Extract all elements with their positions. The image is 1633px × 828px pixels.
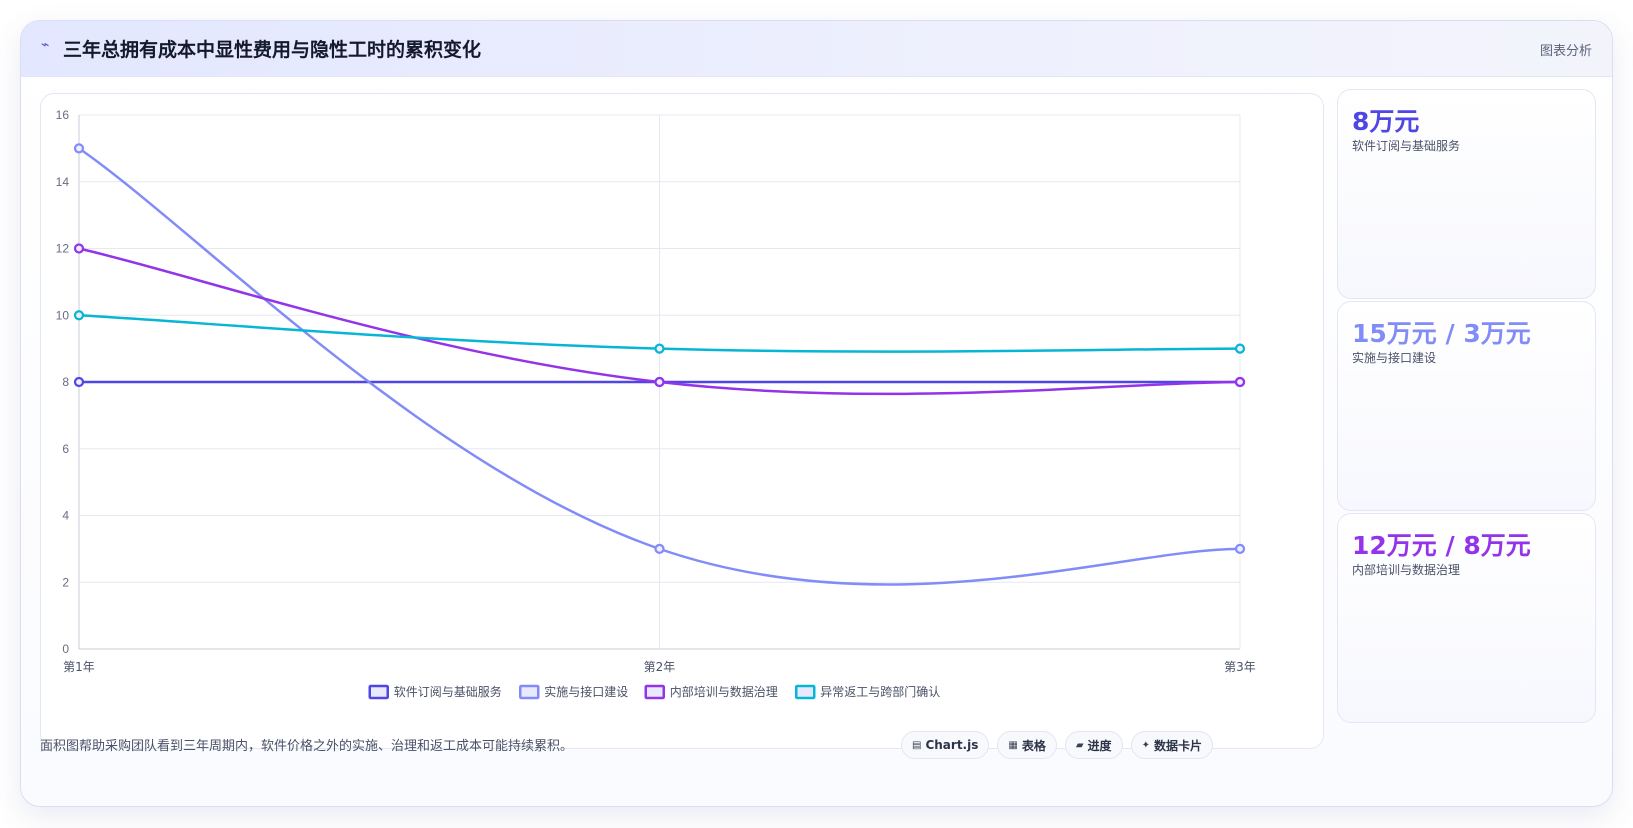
chip-data-cards[interactable]: ✦ 数据卡片	[1130, 731, 1213, 759]
data-point	[654, 343, 665, 354]
data-point	[73, 376, 85, 388]
progress-icon: ▰	[1075, 739, 1084, 751]
view-chips: ▤ Chart.js ▦ 表格 ▰ 进度 ✦ 数据卡片	[901, 731, 1213, 759]
data-point	[73, 143, 85, 154]
chip-table[interactable]: ▦ 表格	[997, 731, 1057, 759]
legend-label: 软件订阅与基础服务	[394, 684, 502, 699]
x-tick-label: 第3年	[1224, 660, 1256, 674]
y-tick-label: 8	[62, 375, 69, 389]
data-point	[1234, 343, 1246, 354]
data-point	[1234, 376, 1246, 388]
legend-swatch	[368, 684, 389, 700]
side-card-implementation: 15万元 / 3万元 实施与接口建设	[1337, 301, 1596, 511]
x-tick-label: 第1年	[63, 660, 95, 674]
side-card-label: 软件订阅与基础服务	[1352, 139, 1461, 153]
footer-note: 面积图帮助采购团队看到三年周期内，软件价格之外的实施、治理和返工成本可能持续累积…	[40, 739, 574, 754]
legend-label: 内部培训与数据治理	[670, 684, 778, 699]
y-tick-label: 2	[62, 575, 69, 589]
legend-swatch	[519, 684, 540, 700]
chart-analysis-tag: 图表分析	[1539, 44, 1592, 59]
legend-swatch	[795, 684, 816, 700]
data-point	[654, 376, 665, 388]
side-card-label: 内部培训与数据治理	[1352, 563, 1461, 577]
chip-label: Chart.js	[925, 738, 979, 752]
chip-progress[interactable]: ▰ 进度	[1064, 731, 1123, 759]
data-point	[73, 243, 85, 254]
y-tick-label: 14	[56, 175, 70, 189]
card-icon: ✦	[1141, 739, 1150, 751]
side-card-label: 实施与接口建设	[1352, 351, 1437, 365]
data-point	[654, 543, 665, 554]
side-card-training: 12万元 / 8万元 内部培训与数据治理	[1337, 513, 1596, 723]
chart-card: ⌁ 三年总拥有成本中显性费用与隐性工时的累积变化 图表分析 0 2 4 6 8 10 12 1…	[20, 20, 1613, 807]
legend-swatch	[644, 684, 665, 700]
y-tick-label: 4	[62, 509, 69, 523]
y-tick-label: 12	[56, 242, 70, 256]
legend-label: 实施与接口建设	[544, 684, 628, 699]
table-icon: ▦	[1008, 739, 1018, 751]
card-header: ⌁ 三年总拥有成本中显性费用与隐性工时的累积变化 图表分析	[21, 21, 1612, 77]
side-card-software: 8万元 软件订阅与基础服务	[1337, 89, 1596, 299]
y-tick-label: 0	[62, 642, 69, 656]
chip-label: 数据卡片	[1153, 738, 1202, 753]
y-tick-label: 10	[56, 308, 70, 322]
card-title: 三年总拥有成本中显性费用与隐性工时的累积变化	[63, 39, 482, 61]
chart-icon: ▤	[912, 739, 922, 751]
chart-panel: 0 2 4 6 8 10 12 14 16 第1年 第2年 第3年软件订阅与基础服务 实施与接口建设 内部…	[40, 93, 1324, 749]
data-point	[1234, 543, 1246, 554]
y-tick-label: 16	[56, 108, 70, 122]
chart-line-icon: ⌁	[41, 37, 50, 53]
chip-label: 表格	[1021, 738, 1046, 753]
side-card-value: 8万元	[1352, 107, 1420, 136]
data-point	[73, 310, 85, 321]
chip-chartjs[interactable]: ▤ Chart.js	[901, 731, 990, 759]
legend-label: 异常返工与跨部门确认	[820, 684, 940, 699]
x-tick-label: 第2年	[644, 660, 676, 674]
chip-label: 进度	[1087, 738, 1112, 753]
side-card-value: 15万元 / 3万元	[1352, 319, 1531, 348]
side-card-value: 12万元 / 8万元	[1352, 531, 1531, 560]
y-tick-label: 6	[62, 442, 69, 456]
